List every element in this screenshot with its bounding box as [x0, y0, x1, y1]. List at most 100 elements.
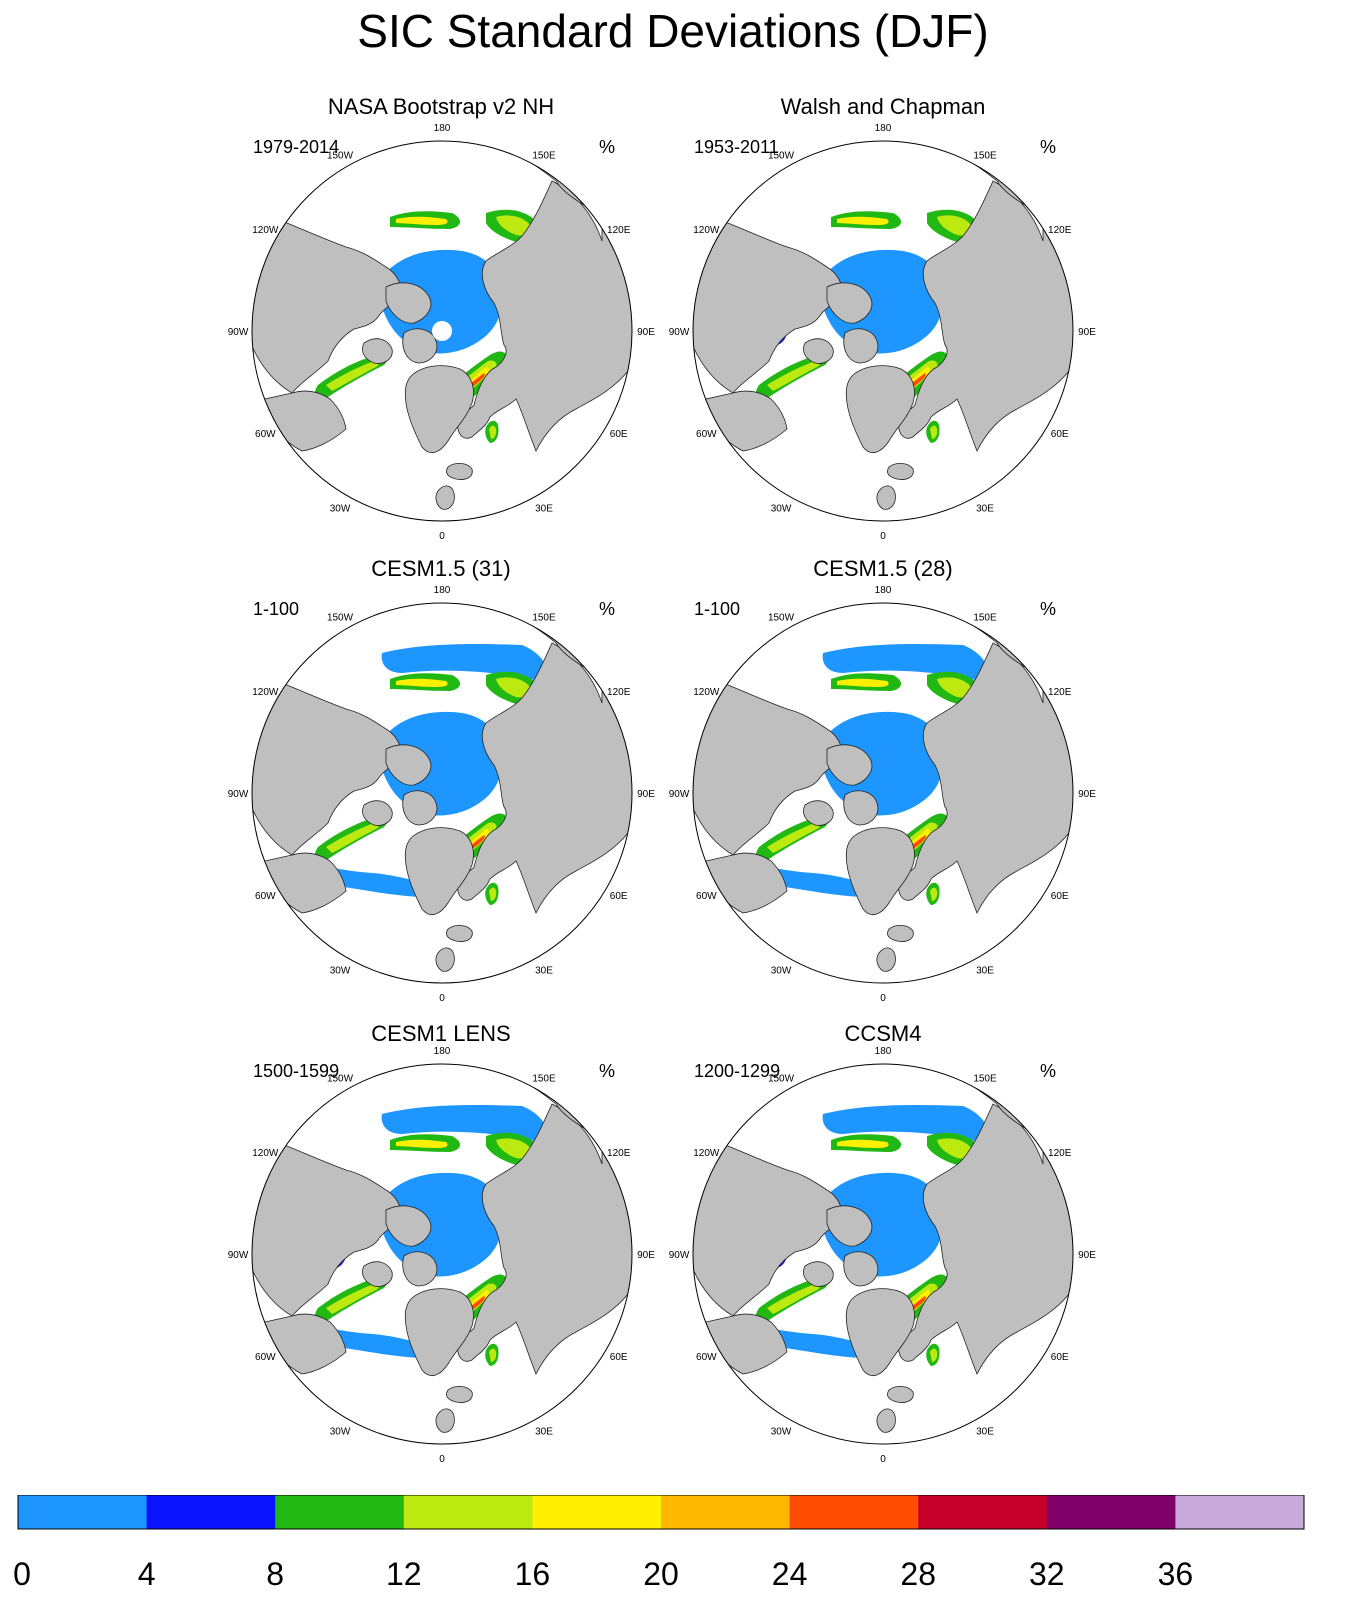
map-border [251, 602, 633, 984]
panel-5-period: 1500-1599 [253, 1061, 340, 1081]
longitude-label: 60E [610, 891, 628, 902]
map-panel-1: 180 150E 120E 90E 60E 30E 0 30W 60W 90W 120W 150W [228, 123, 656, 542]
map-panel-2: 180 150E 120E 90E 60E 30E 0 30W 60W 90W 120W 150W [669, 123, 1097, 542]
land-mass [898, 141, 1073, 452]
land-mass [446, 1386, 473, 1403]
longitude-label: 60E [1051, 1352, 1069, 1363]
panel-2-period: 1953-2011 [694, 137, 779, 157]
land-mass [402, 1251, 438, 1287]
longitude-label: 90E [637, 1250, 655, 1261]
land-mass [404, 1288, 474, 1377]
land-mass [402, 790, 438, 826]
colorbar-tick-label: 12 [386, 1556, 422, 1592]
longitude-label: 60E [1051, 891, 1069, 902]
longitude-label: 30W [330, 1427, 351, 1438]
land-mass [446, 925, 473, 942]
longitude-label: 30E [976, 504, 994, 515]
map-border [251, 140, 633, 522]
longitude-label: 60W [255, 429, 276, 440]
longitude-label: 30E [976, 966, 994, 977]
sic-std-contour [821, 249, 944, 354]
longitude-label: 120E [607, 1148, 631, 1159]
longitude-label: 60W [696, 429, 717, 440]
panel-6-title: CCSM4 [844, 1021, 922, 1046]
longitude-label: 180 [875, 585, 892, 596]
panel-1-unit: % [599, 137, 616, 157]
longitude-label: 120E [1048, 687, 1072, 698]
sic-std-contour [496, 1138, 531, 1159]
sic-std-contour [821, 1172, 944, 1277]
sic-std-contour [767, 823, 820, 853]
longitude-label: 90W [228, 327, 249, 338]
panel-2-unit: % [1040, 137, 1057, 157]
longitude-label: 120E [1048, 1148, 1072, 1159]
land-mass [457, 603, 632, 914]
longitude-label: 30W [330, 504, 351, 515]
sic-std-contour [489, 1348, 497, 1362]
land-mass [826, 744, 873, 786]
map-border [692, 140, 1074, 522]
longitude-label: 30E [976, 1427, 994, 1438]
land-mass [803, 338, 834, 364]
longitude-label: 150E [973, 612, 997, 623]
colorbar-tick-label: 32 [1029, 1556, 1065, 1592]
longitude-label: 30W [771, 966, 792, 977]
figure-title: SIC Standard Deviations (DJF) [357, 5, 989, 57]
longitude-label: 180 [434, 123, 451, 134]
longitude-label: 150W [768, 1073, 795, 1084]
panel-4-period: 1-100 [694, 599, 741, 619]
longitude-label: 90W [669, 789, 690, 800]
land-mass [845, 365, 915, 454]
sic-std-contour [837, 216, 889, 225]
longitude-label: 30E [535, 966, 553, 977]
longitude-label: 30E [535, 1427, 553, 1438]
land-mass [876, 947, 896, 972]
land-mass [845, 1288, 915, 1377]
longitude-label: 90W [669, 327, 690, 338]
colorbar-swatch [146, 1495, 276, 1529]
colorbar-border [17, 1495, 1305, 1530]
colorbar: 0 4 8 12 16 20 24 28 32 36 [13, 1495, 1305, 1592]
land-mass [404, 827, 474, 916]
land-mass [362, 1261, 393, 1287]
longitude-label: 0 [439, 993, 445, 1004]
panel-5-unit: % [599, 1061, 616, 1081]
sic-std-contour [767, 361, 820, 391]
longitude-label: 120W [252, 225, 279, 236]
land-mass [446, 463, 473, 480]
sic-std-contour [937, 677, 972, 698]
panel-3-unit: % [599, 599, 616, 619]
colorbar-tick-label: 4 [138, 1556, 156, 1592]
longitude-label: 150E [532, 150, 556, 161]
colorbar-tick-label: 16 [515, 1556, 551, 1592]
map-panel-3: 180 150E 120E 90E 60E 30E 0 30W 60W 90W 120W 150W [228, 585, 656, 1004]
panel-6-unit: % [1040, 1061, 1057, 1081]
longitude-label: 60W [255, 891, 276, 902]
longitude-label: 0 [880, 531, 886, 542]
colorbar-tick-label: 24 [772, 1556, 808, 1592]
map-border [692, 1063, 1074, 1445]
sic-std-contour [496, 677, 531, 698]
land-mass [887, 1386, 914, 1403]
polar-maps: 180 150E 120E 90E 60E 30E 0 30W 60W 90W 120W 150W 18… [228, 123, 1097, 1465]
land-mass [898, 1064, 1073, 1375]
land-mass [435, 947, 455, 972]
map-panel-5: 180 150E 120E 90E 60E 30E 0 30W 60W 90W 120W 150W [228, 1046, 656, 1465]
sic-std-contour [837, 1139, 889, 1148]
map-panel-4: 180 150E 120E 90E 60E 30E 0 30W 60W 90W 120W 150W [669, 585, 1097, 1004]
longitude-label: 60E [610, 429, 628, 440]
land-mass [435, 1408, 455, 1433]
colorbar-swatch [789, 1495, 919, 1529]
longitude-label: 150W [327, 1073, 354, 1084]
longitude-label: 30W [771, 1427, 792, 1438]
land-mass [385, 744, 432, 786]
sic-std-contour [821, 711, 944, 816]
colorbar-swatch [1175, 1495, 1305, 1529]
longitude-label: 90W [228, 1250, 249, 1261]
sic-std-contour [937, 215, 972, 236]
longitude-label: 30W [330, 966, 351, 977]
longitude-label: 0 [880, 993, 886, 1004]
land-mass [845, 827, 915, 916]
longitude-label: 90E [1078, 789, 1096, 800]
colorbar-swatch [275, 1495, 405, 1529]
